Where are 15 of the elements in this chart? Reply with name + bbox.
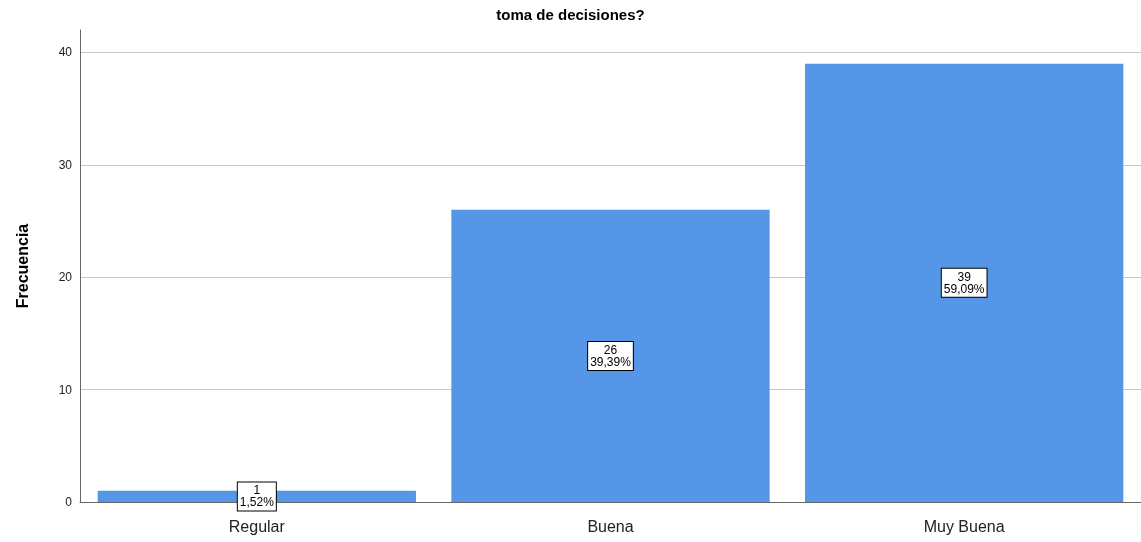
data-label: 1 1,52% bbox=[239, 483, 275, 510]
y-tick-label: 20 bbox=[58, 270, 73, 285]
y-tick-label: 40 bbox=[58, 45, 73, 60]
y-tick-label: 30 bbox=[58, 157, 73, 172]
x-tick-label: Buena bbox=[587, 517, 634, 535]
data-label: 39 59,09% bbox=[943, 269, 985, 296]
y-tick-label: 0 bbox=[65, 495, 73, 509]
x-tick-label: Muy Buena bbox=[923, 517, 1005, 535]
y-axis-title: Frecuencia bbox=[13, 223, 31, 309]
bar bbox=[805, 63, 1124, 502]
bar bbox=[451, 209, 770, 502]
x-tick-label: Regular bbox=[228, 517, 286, 535]
data-label: 26 39,39% bbox=[590, 342, 632, 369]
chart-title: toma de decisiones? bbox=[496, 6, 645, 23]
y-tick-label: 10 bbox=[58, 382, 73, 397]
